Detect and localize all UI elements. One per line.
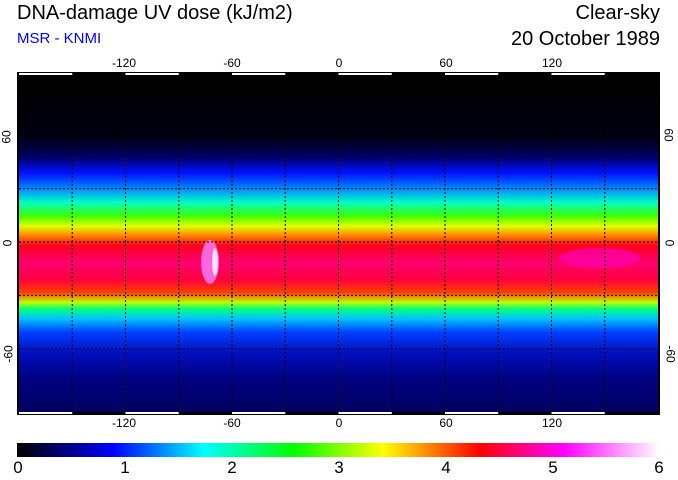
colorbar-label: 6 [654, 458, 664, 477]
frame-tick-segment [551, 412, 605, 414]
colorbar-label: 5 [548, 458, 558, 477]
lon-label-top: -120 [111, 56, 137, 70]
sky-condition: Clear-sky [575, 2, 660, 24]
data-source: MSR - KNMI [17, 30, 102, 47]
colorbar-label: 4 [441, 458, 451, 477]
lon-label-top: -60 [223, 56, 241, 70]
lon-label-top: 60 [439, 56, 453, 70]
frame-tick-segment [232, 412, 286, 414]
lon-label-bottom: 0 [335, 416, 343, 430]
frame-tick-segment [19, 412, 73, 414]
lat-label-right: 60 [661, 128, 676, 142]
map-title: DNA-damage UV dose (kJ/m2) [17, 2, 293, 24]
lon-label-top: 0 [335, 56, 343, 70]
frame-tick-segment [232, 73, 286, 75]
frame-ticks [19, 73, 605, 414]
colorbar-label: 1 [120, 458, 130, 477]
frame-tick-segment [551, 73, 605, 75]
lon-label-bottom: -120 [111, 416, 137, 430]
lon-label-top: 120 [541, 56, 563, 70]
frame-tick-segment [445, 73, 499, 75]
colorbar-label: 0 [13, 458, 23, 477]
lat-label-left: -60 [1, 345, 16, 363]
colorbar-label: 3 [334, 458, 344, 477]
graticule [19, 80, 658, 412]
colorbar-label: 2 [227, 458, 237, 477]
andes-peak [212, 248, 218, 276]
map-date: 20 October 1989 [511, 28, 660, 50]
lon-label-bottom: -60 [223, 416, 241, 430]
lon-label-bottom: 60 [439, 416, 453, 430]
colorbar [17, 443, 660, 457]
frame-tick-segment [338, 412, 392, 414]
lat-label-left: 0 [0, 239, 15, 247]
frame-tick-segment [445, 412, 499, 414]
frame-tick-segment [338, 73, 392, 75]
lat-label-right: -60 [663, 345, 678, 363]
lat-label-right: 0 [662, 239, 677, 247]
lat-label-left: 60 [0, 130, 14, 144]
frame-tick-segment [19, 73, 73, 75]
lon-label-bottom: 120 [541, 416, 563, 430]
frame-tick-segment [125, 73, 179, 75]
australia-high-uv [560, 248, 640, 268]
frame-tick-segment [125, 412, 179, 414]
